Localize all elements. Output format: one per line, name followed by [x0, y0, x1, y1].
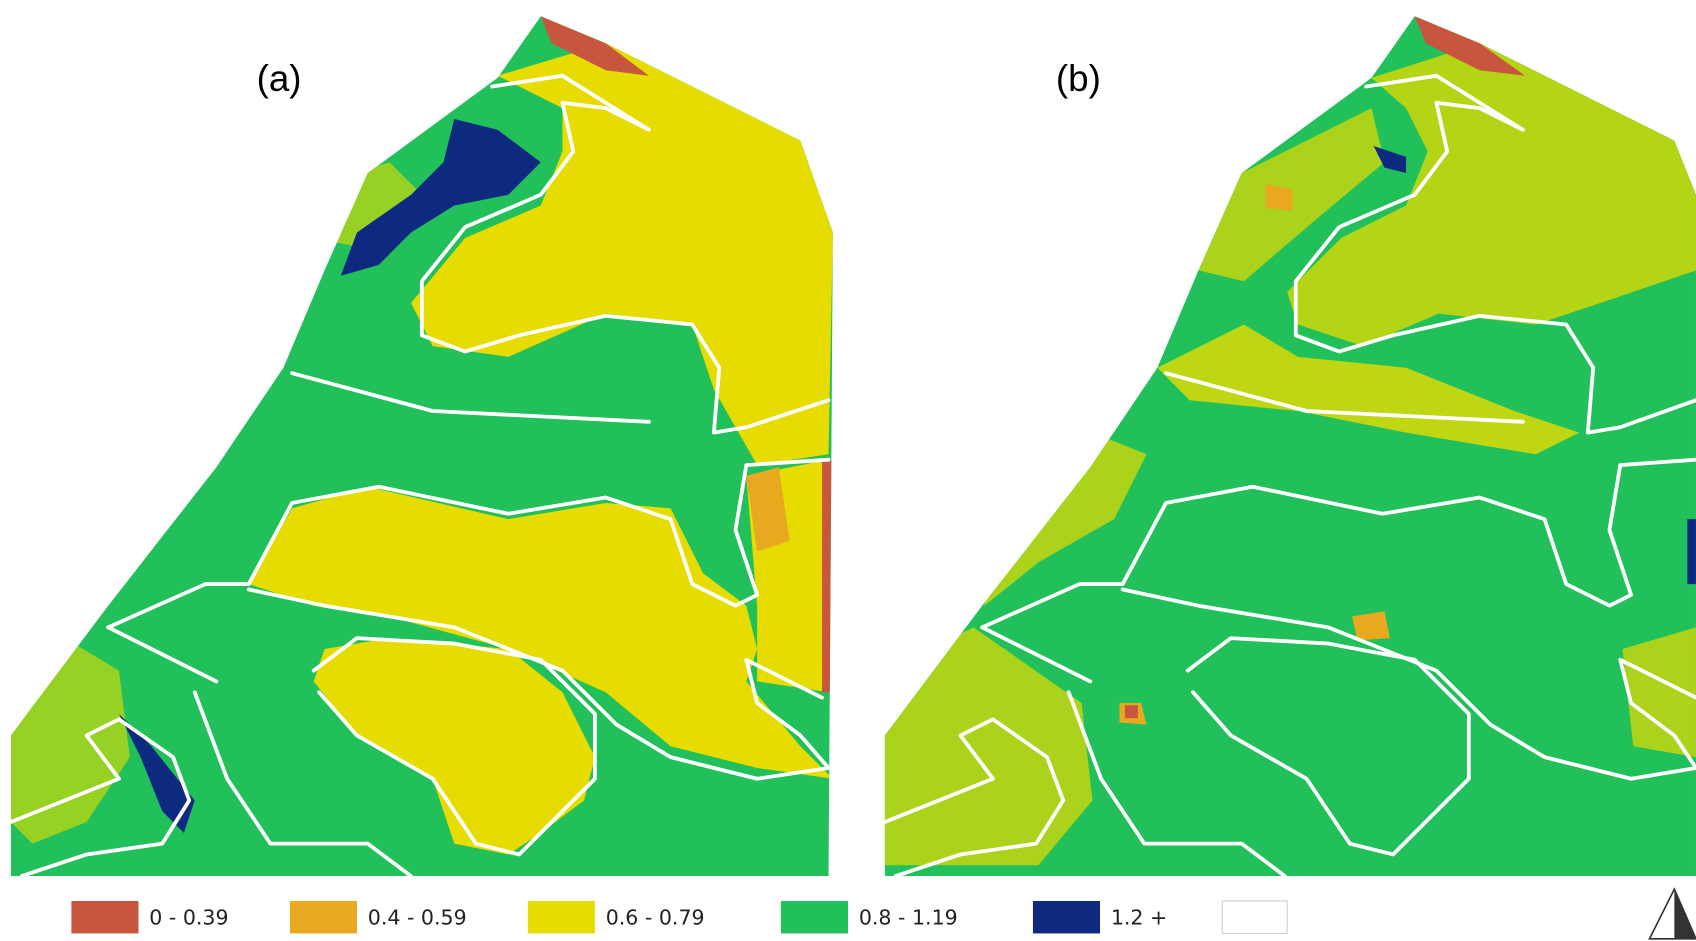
legend-swatch — [1033, 901, 1100, 933]
panel-label: (a) — [257, 58, 302, 99]
zone-fill — [1687, 519, 1696, 584]
legend-label: 0.6 - 0.79 — [606, 905, 705, 929]
legend: 0 - 0.39 0.4 - 0.59 0.6 - 0.79 0.8 - 1.19 1.… — [71, 889, 1696, 939]
zone-fill — [822, 460, 833, 693]
figure: (a) (b) 0 - 0.39 0.4 - 0.59 0.6 - 0.79 0.8 … — [0, 0, 1696, 941]
legend-label: 0 - 0.39 — [149, 905, 228, 929]
legend-swatch — [1222, 901, 1287, 933]
legend-swatch — [71, 901, 138, 933]
map-a — [0, 0, 854, 887]
panel-label: (b) — [1056, 58, 1101, 99]
map-b — [865, 0, 1696, 887]
legend-swatch — [290, 901, 357, 933]
legend-swatch — [528, 901, 595, 933]
legend-swatch — [781, 901, 848, 933]
legend-label: 0.8 - 1.19 — [859, 905, 958, 929]
north-arrow — [1649, 889, 1696, 939]
zone-fill — [1125, 705, 1138, 718]
legend-label: 1.2 + — [1111, 905, 1167, 929]
page: {"panels": [{"label": "(a)"}, {"label": … — [0, 0, 1696, 941]
legend-label: 0.4 - 0.59 — [368, 905, 467, 929]
